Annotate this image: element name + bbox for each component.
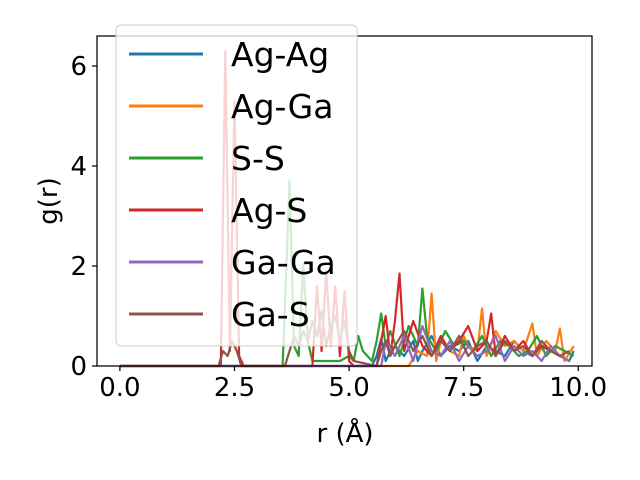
x-tick-label: 5.0 [328,373,369,403]
legend-label: Ga-Ga [231,243,336,282]
x-tick-label: 2.5 [214,373,255,403]
legend-item: Ag-Ag [129,35,329,74]
x-tick-label: 10.0 [549,373,607,403]
series-line-2 [119,292,575,368]
y-axis-label: g(r) [34,177,64,224]
legend-label: Ag-Ga [231,87,333,126]
legend-label: Ag-S [231,191,307,230]
x-tick-label: 0.0 [99,373,140,403]
series-line-5 [119,324,570,368]
y-tick-label: 4 [70,152,87,182]
legend-label: Ag-Ag [231,35,329,74]
y-tick-label: 6 [70,52,87,82]
y-axis: 0 2 4 6 [70,52,97,382]
legend-item: Ga-Ga [129,243,336,282]
legend-item: S-S [129,139,285,178]
x-axis-label: r (Å) [316,417,373,449]
legend: Ag-Ag Ag-Ga S-S Ag-S Ga-Ga Ga-S [115,24,358,347]
legend-item: Ag-Ga [129,87,333,126]
legend-label: Ga-S [231,295,310,334]
legend-item: Ga-S [129,295,310,334]
y-tick-label: 0 [70,352,87,382]
y-tick-label: 2 [70,252,87,282]
legend-label: S-S [231,139,285,178]
x-tick-label: 7.5 [443,373,484,403]
x-axis: 0.0 2.5 5.0 7.5 10.0 [99,366,607,403]
legend-item: Ag-S [129,191,307,230]
